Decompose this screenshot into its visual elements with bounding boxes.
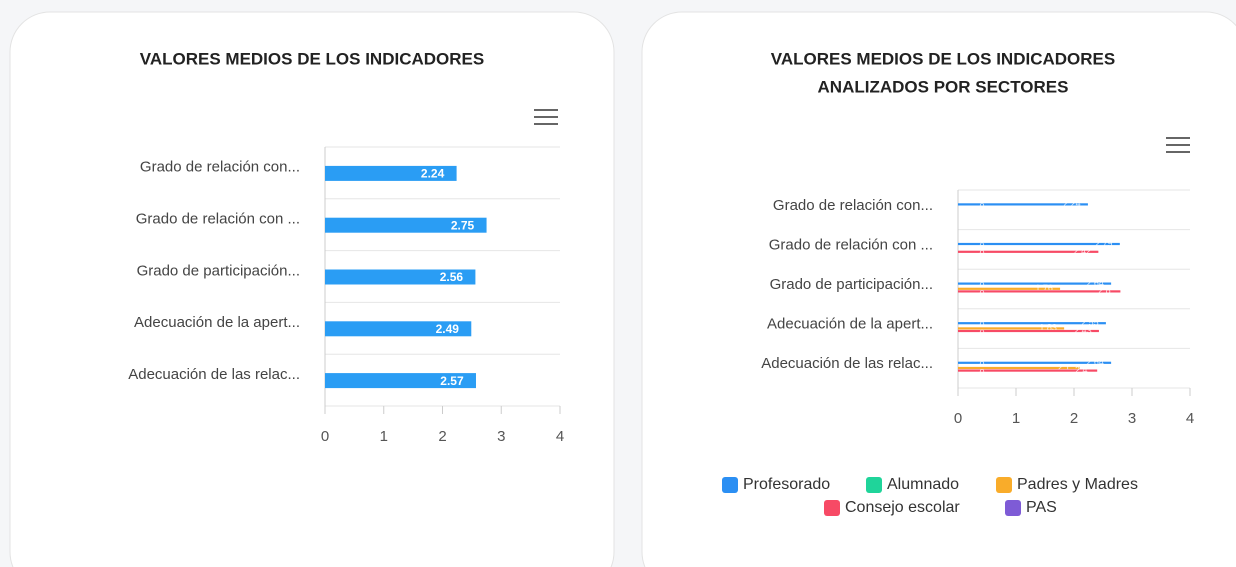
data-label: 0 <box>979 243 984 253</box>
chart-title: ANALIZADOS POR SECTORES <box>818 77 1069 96</box>
y-tick-label: Grado de participación... <box>137 262 300 279</box>
data-label: 1.76 <box>1035 283 1053 293</box>
x-tick-label: 0 <box>321 428 329 445</box>
bar <box>958 203 1088 206</box>
bar <box>958 327 1065 330</box>
data-label: 2.57 <box>440 374 464 388</box>
y-tick-label: Grado de relación con ... <box>136 210 300 227</box>
bar <box>958 282 1112 285</box>
bar <box>958 369 1098 372</box>
bar <box>325 165 457 181</box>
data-label: 0 <box>979 320 984 330</box>
x-tick-label: 3 <box>497 428 505 445</box>
data-label: 0 <box>979 206 984 216</box>
bar <box>325 269 476 285</box>
y-tick-label: Grado de relación con... <box>140 159 300 176</box>
x-tick-label: 0 <box>954 410 962 427</box>
menu-icon[interactable] <box>534 109 558 125</box>
bar <box>958 250 1099 253</box>
data-label: 0 <box>979 280 984 290</box>
y-tick-label: Grado de relación con... <box>773 197 933 214</box>
bar <box>958 242 1120 246</box>
x-tick-label: 1 <box>1012 410 1020 427</box>
card <box>9 11 615 567</box>
data-label: 0 <box>979 249 984 259</box>
bar <box>325 217 487 233</box>
y-tick-label: Adecuación de las relac... <box>128 366 300 383</box>
bar <box>325 373 476 389</box>
legend-swatch <box>1005 500 1021 516</box>
bar <box>958 361 1112 364</box>
y-tick-label: Adecuación de la apert... <box>767 316 933 333</box>
legend-label: Padres y Madres <box>1017 476 1138 493</box>
data-label: 1.83 <box>1039 323 1057 333</box>
data-label: 2.56 <box>440 270 464 284</box>
data-label: 2.42 <box>1074 246 1092 256</box>
data-label: 2.64 <box>1086 278 1104 288</box>
chart-title: VALORES MEDIOS DE LOS INDICADORES <box>771 49 1115 68</box>
x-tick-label: 2 <box>1070 410 1078 427</box>
legend-label: Profesorado <box>743 476 830 493</box>
legend-swatch <box>996 477 1012 493</box>
data-label: 0 <box>979 241 984 251</box>
x-tick-label: 3 <box>1128 410 1136 427</box>
bar <box>958 287 1061 290</box>
data-label: 2.75 <box>451 218 475 232</box>
data-label: 2.4 <box>1075 365 1088 375</box>
legend-label: Alumnado <box>887 476 959 493</box>
y-tick-label: Adecuación de la apert... <box>134 314 300 331</box>
legend-label: Consejo escolar <box>845 499 960 516</box>
data-label: 0 <box>979 209 984 219</box>
y-tick-label: Grado de participación... <box>770 276 933 293</box>
bar <box>958 322 1106 325</box>
data-label: 2.43 <box>1074 325 1092 335</box>
menu-icon[interactable] <box>1166 137 1190 153</box>
data-label: 2.49 <box>436 322 460 336</box>
bar <box>958 366 1080 370</box>
card <box>641 11 1236 567</box>
legend-swatch <box>824 500 840 516</box>
x-tick-label: 4 <box>556 428 564 445</box>
bar <box>958 290 1121 293</box>
y-tick-label: Grado de relación con ... <box>769 236 933 253</box>
data-label: 0 <box>979 367 984 377</box>
legend-label: PAS <box>1026 499 1057 516</box>
data-label: 2.79 <box>1095 238 1113 248</box>
bar <box>325 321 472 337</box>
data-label: 2.64 <box>1086 357 1104 367</box>
y-tick-label: Adecuación de las relac... <box>761 355 933 372</box>
data-label: 0 <box>979 204 984 214</box>
legend-swatch <box>722 477 738 493</box>
x-tick-label: 1 <box>380 428 388 445</box>
data-label: 0 <box>979 201 984 211</box>
legend-swatch <box>866 477 882 493</box>
chart-title: VALORES MEDIOS DE LOS INDICADORES <box>140 49 484 68</box>
data-label: 2.24 <box>1063 199 1081 209</box>
x-tick-label: 2 <box>438 428 446 445</box>
data-label: 0 <box>979 360 984 370</box>
x-tick-label: 4 <box>1186 410 1194 427</box>
data-label: 0 <box>979 328 984 338</box>
data-label: 2.8 <box>1098 286 1111 296</box>
bar <box>958 329 1099 333</box>
data-label: 2.24 <box>421 167 445 181</box>
data-label: 2.1 <box>1058 362 1071 372</box>
data-label: 2.55 <box>1081 317 1099 327</box>
data-label: 0 <box>979 288 984 298</box>
